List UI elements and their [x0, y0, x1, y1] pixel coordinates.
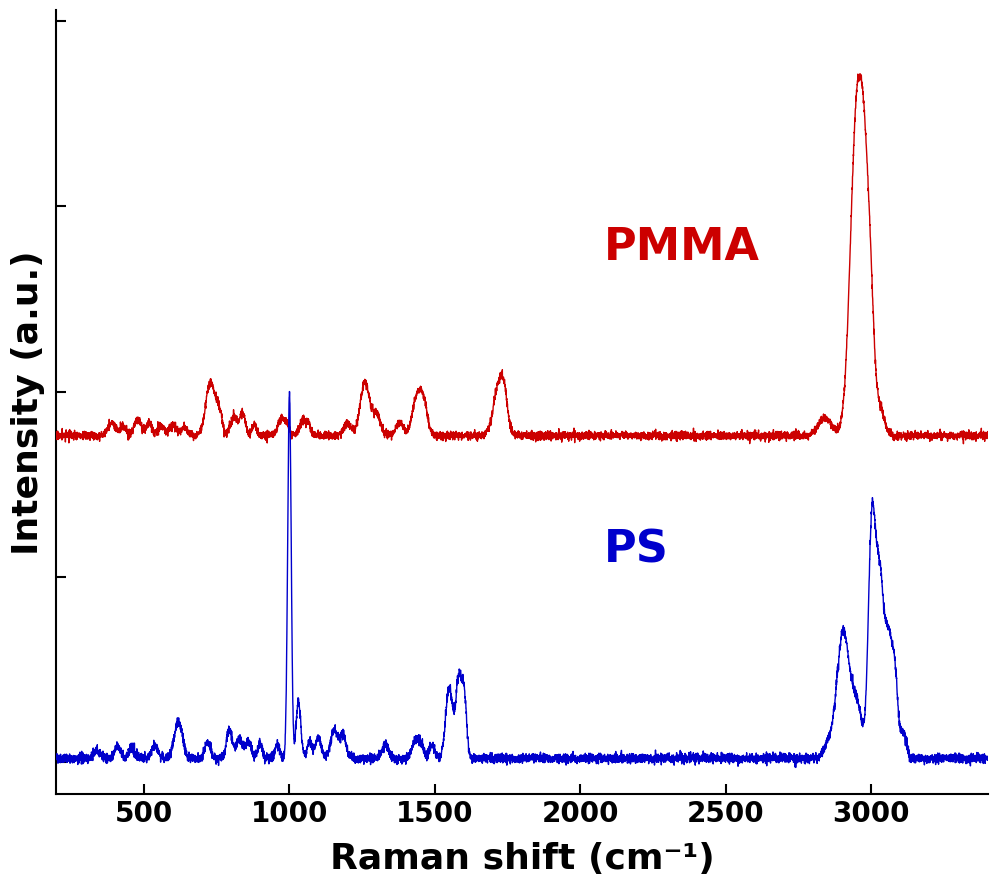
Text: PS: PS [603, 527, 668, 571]
Y-axis label: Intensity (a.u.): Intensity (a.u.) [11, 251, 45, 555]
Text: PMMA: PMMA [603, 226, 759, 268]
X-axis label: Raman shift (cm⁻¹): Raman shift (cm⁻¹) [330, 841, 714, 874]
